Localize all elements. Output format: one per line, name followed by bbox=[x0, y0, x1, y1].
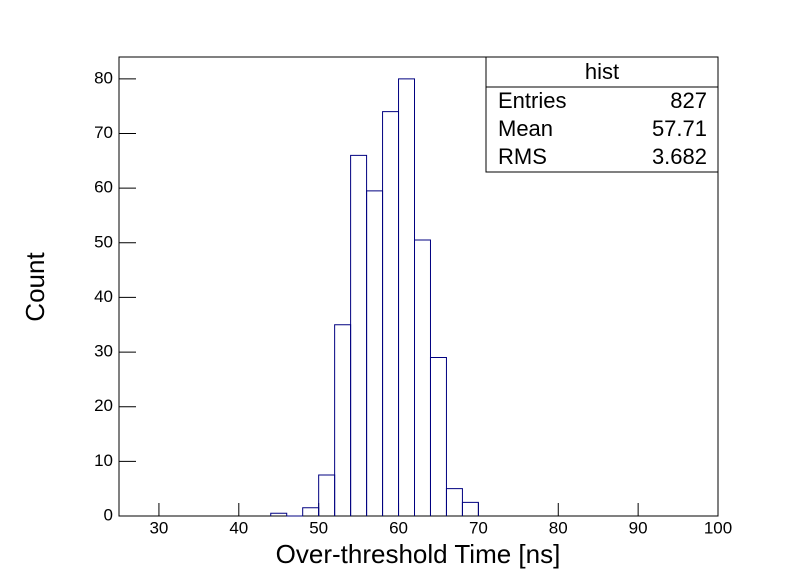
x-tick-label: 70 bbox=[469, 518, 488, 537]
y-tick-label: 20 bbox=[94, 396, 113, 415]
x-tick-label: 90 bbox=[629, 518, 648, 537]
x-tick-label: 60 bbox=[389, 518, 408, 537]
x-axis-label: Over-threshold Time [ns] bbox=[276, 539, 561, 569]
x-tick-label: 30 bbox=[149, 518, 168, 537]
histogram-bin bbox=[270, 512, 288, 516]
stats-label: Entries bbox=[498, 88, 566, 113]
plot-frame bbox=[118, 56, 719, 517]
histogram-bin bbox=[461, 501, 479, 516]
y-tick-label: 70 bbox=[94, 123, 113, 142]
stats-title: hist bbox=[585, 59, 619, 84]
stats-label: RMS bbox=[498, 144, 547, 169]
x-tick-label: 100 bbox=[704, 518, 732, 537]
y-tick-label: 80 bbox=[94, 68, 113, 87]
stats-box bbox=[485, 56, 719, 173]
y-tick-label: 30 bbox=[94, 342, 113, 361]
stats-value: 3.682 bbox=[652, 144, 707, 169]
stats-value: 57.71 bbox=[652, 116, 707, 141]
x-tick-label: 80 bbox=[549, 518, 568, 537]
y-tick-label: 10 bbox=[94, 451, 113, 470]
x-tick-label: 40 bbox=[229, 518, 248, 537]
y-axis-label: Count bbox=[20, 252, 50, 322]
y-tick-label: 0 bbox=[104, 505, 113, 524]
histogram-bin bbox=[429, 357, 447, 516]
stats-label: Mean bbox=[498, 116, 553, 141]
y-tick-label: 60 bbox=[94, 178, 113, 197]
x-tick-label: 50 bbox=[309, 518, 328, 537]
y-tick-label: 50 bbox=[94, 232, 113, 251]
stats-value: 827 bbox=[670, 88, 707, 113]
y-tick-label: 40 bbox=[94, 287, 113, 306]
